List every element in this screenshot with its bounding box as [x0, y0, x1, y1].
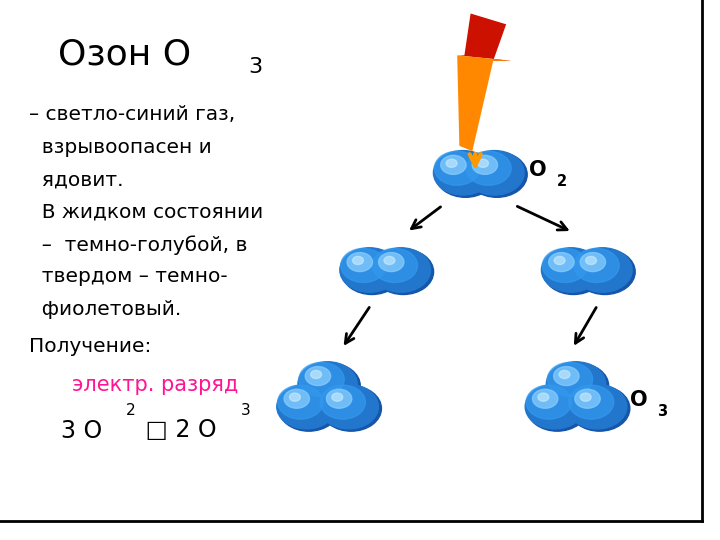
Text: –  темно-голубой, в: – темно-голубой, в — [29, 235, 247, 254]
Circle shape — [541, 248, 600, 292]
Circle shape — [466, 151, 511, 185]
Circle shape — [525, 384, 585, 429]
Text: O: O — [630, 389, 647, 410]
Circle shape — [320, 385, 366, 419]
Circle shape — [279, 386, 339, 431]
Circle shape — [574, 248, 619, 282]
Circle shape — [305, 367, 330, 386]
Circle shape — [544, 249, 604, 294]
Text: – светло-синий газ,: – светло-синий газ, — [29, 105, 235, 124]
Circle shape — [341, 248, 386, 282]
Circle shape — [554, 367, 579, 386]
Circle shape — [547, 362, 593, 396]
Text: ядовит.: ядовит. — [29, 170, 123, 189]
Text: Получение:: Получение: — [29, 338, 151, 356]
Text: 2: 2 — [557, 174, 567, 190]
Circle shape — [580, 393, 591, 401]
Circle shape — [342, 249, 402, 294]
Circle shape — [321, 386, 382, 431]
Circle shape — [436, 152, 496, 197]
Circle shape — [434, 151, 480, 185]
Circle shape — [559, 370, 570, 379]
Circle shape — [326, 389, 352, 408]
Text: твердом – темно-: твердом – темно- — [29, 267, 228, 286]
Text: электр. разряд: электр. разряд — [72, 375, 238, 395]
Circle shape — [542, 248, 588, 282]
Circle shape — [446, 159, 457, 167]
Circle shape — [379, 253, 404, 272]
Circle shape — [298, 362, 357, 406]
Circle shape — [538, 393, 549, 401]
Circle shape — [347, 253, 372, 272]
Text: 3: 3 — [248, 57, 263, 77]
Circle shape — [585, 256, 596, 265]
Text: 2: 2 — [126, 403, 136, 418]
Text: взрывоопасен и: взрывоопасен и — [29, 138, 212, 157]
Text: □ 2 O: □ 2 O — [138, 418, 217, 442]
Text: Озон О: Озон О — [58, 38, 191, 72]
Circle shape — [548, 363, 608, 408]
Circle shape — [289, 393, 300, 401]
Text: 3: 3 — [657, 404, 667, 419]
Circle shape — [527, 386, 588, 431]
Circle shape — [533, 389, 558, 408]
Circle shape — [300, 363, 360, 408]
Circle shape — [465, 151, 524, 195]
Circle shape — [319, 384, 379, 429]
Circle shape — [276, 384, 336, 429]
Circle shape — [575, 389, 600, 408]
Circle shape — [549, 253, 574, 272]
Circle shape — [332, 393, 343, 401]
Circle shape — [372, 248, 431, 292]
Circle shape — [372, 248, 418, 282]
Circle shape — [570, 386, 630, 431]
Circle shape — [353, 256, 364, 265]
Circle shape — [472, 156, 498, 174]
Circle shape — [299, 362, 344, 396]
Text: В жидком состоянии: В жидком состоянии — [29, 202, 263, 221]
Circle shape — [384, 256, 395, 265]
Circle shape — [340, 248, 399, 292]
Circle shape — [433, 151, 492, 195]
Text: 3: 3 — [241, 403, 251, 418]
Circle shape — [580, 253, 606, 272]
Circle shape — [278, 385, 323, 419]
Circle shape — [284, 389, 310, 408]
Circle shape — [573, 248, 632, 292]
Polygon shape — [457, 14, 511, 60]
Text: фиолетовый.: фиолетовый. — [29, 300, 181, 319]
Circle shape — [567, 384, 627, 429]
Polygon shape — [457, 56, 511, 151]
Circle shape — [526, 385, 572, 419]
Circle shape — [575, 249, 635, 294]
Text: 3 O: 3 O — [61, 418, 102, 442]
Circle shape — [373, 249, 433, 294]
Text: O: O — [529, 160, 546, 180]
Circle shape — [546, 362, 606, 406]
Circle shape — [477, 159, 488, 167]
Circle shape — [569, 385, 613, 419]
Circle shape — [310, 370, 322, 379]
Circle shape — [467, 152, 527, 197]
Circle shape — [441, 156, 466, 174]
Circle shape — [554, 256, 565, 265]
